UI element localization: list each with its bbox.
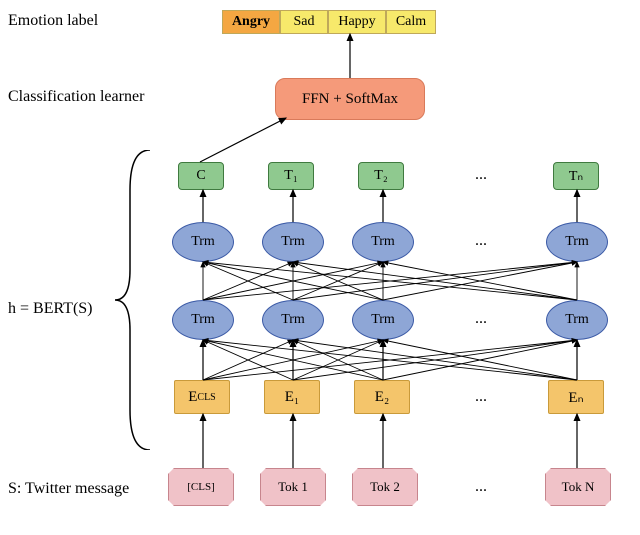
caption-input: S: Twitter message — [8, 480, 129, 498]
transformer-node: Trm — [352, 300, 414, 340]
transformer-node: Trm — [262, 300, 324, 340]
embedding-3: Eₙ — [548, 380, 604, 414]
classifier-box: FFN + SoftMax — [275, 78, 425, 120]
brace-icon — [110, 150, 160, 450]
emotion-label-happy: Happy — [328, 10, 386, 34]
transformer-node: Trm — [546, 222, 608, 262]
emotion-label-angry: Angry — [222, 10, 280, 34]
input-token-2: Tok 2 — [352, 468, 418, 506]
ellipsis-icon: ... — [475, 166, 487, 184]
ellipsis-icon: ... — [475, 388, 487, 406]
output-T: T₂ — [358, 162, 404, 190]
emotion-label-calm: Calm — [386, 10, 436, 34]
input-token-3: Tok N — [545, 468, 611, 506]
output-T: Tₙ — [553, 162, 599, 190]
ellipsis-icon: ... — [475, 310, 487, 328]
caption-bert: h = BERT(S) — [8, 300, 93, 318]
transformer-node: Trm — [172, 222, 234, 262]
transformer-node: Trm — [546, 300, 608, 340]
input-token-1: Tok 1 — [260, 468, 326, 506]
diagram-root: Emotion label Classification learner h =… — [0, 0, 640, 535]
input-token-0: [CLS] — [168, 468, 234, 506]
embedding-2: E₂ — [354, 380, 410, 414]
emotion-label-sad: Sad — [280, 10, 328, 34]
ellipsis-icon: ... — [475, 478, 487, 496]
caption-emotion-label: Emotion label — [8, 12, 98, 30]
output-C: C — [178, 162, 224, 190]
embedding-1: E₁ — [264, 380, 320, 414]
transformer-node: Trm — [172, 300, 234, 340]
output-T: T₁ — [268, 162, 314, 190]
caption-classifier: Classification learner — [8, 88, 144, 106]
transformer-node: Trm — [262, 222, 324, 262]
embedding-0: ECLS — [174, 380, 230, 414]
transformer-node: Trm — [352, 222, 414, 262]
ellipsis-icon: ... — [475, 232, 487, 250]
